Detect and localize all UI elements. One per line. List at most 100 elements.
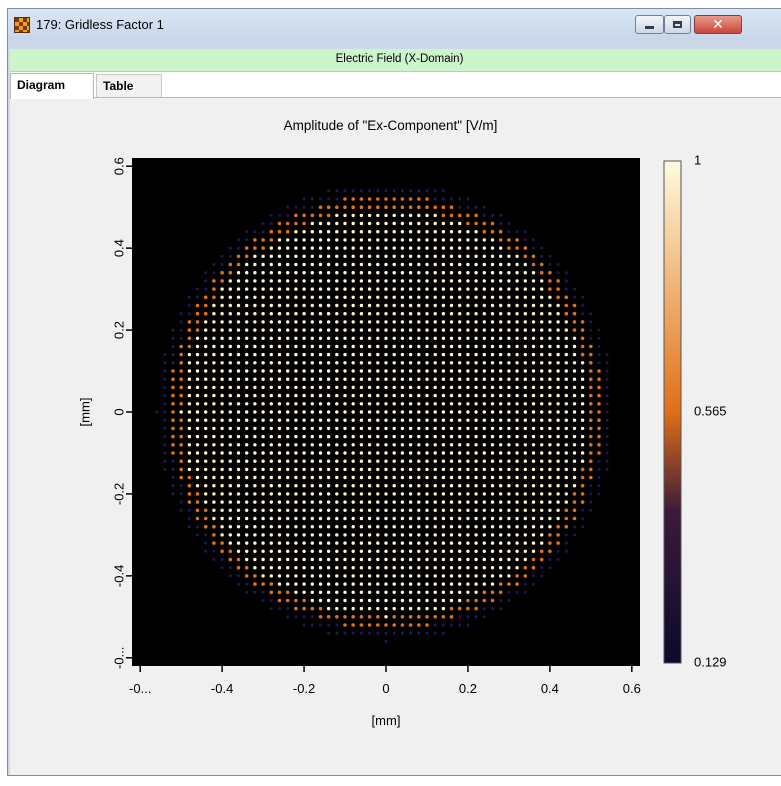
field-point [277, 582, 282, 586]
tab-diagram[interactable]: Diagram [10, 73, 94, 99]
y-axis-label: [mm] [77, 398, 92, 427]
field-point [245, 295, 249, 299]
field-point [294, 369, 298, 373]
field-point [474, 393, 478, 398]
field-point [220, 475, 224, 480]
field-point [556, 336, 560, 340]
field-point [326, 279, 331, 283]
field-point [441, 516, 446, 521]
field-point [433, 320, 437, 324]
field-point [277, 410, 282, 414]
field-point [343, 377, 347, 381]
field-point [466, 254, 470, 258]
field-point [326, 320, 331, 324]
field-point [318, 205, 323, 209]
field-point [523, 565, 528, 570]
field-point [507, 271, 511, 275]
field-point [376, 189, 380, 193]
field-point [343, 312, 347, 316]
field-point [302, 606, 306, 611]
field-point [408, 361, 413, 365]
field-point [245, 410, 249, 414]
field-point [269, 574, 273, 578]
field-point [286, 377, 290, 381]
y-tick-label: -0.2 [111, 483, 126, 505]
field-point [277, 361, 282, 365]
field-point [400, 459, 405, 463]
field-point [466, 541, 470, 545]
field-point [179, 467, 183, 472]
field-point [392, 369, 396, 373]
field-point [441, 443, 446, 447]
field-point [294, 582, 298, 586]
field-point [343, 287, 347, 291]
field-point [228, 369, 232, 373]
field-point [474, 451, 478, 455]
field-point [441, 221, 446, 226]
field-point [277, 484, 282, 488]
field-point [449, 533, 454, 537]
field-point [335, 254, 339, 258]
field-point [425, 574, 429, 578]
field-point [343, 451, 347, 455]
field-point [277, 426, 282, 431]
field-point [482, 615, 486, 619]
field-point [294, 344, 298, 349]
field-point [458, 426, 462, 431]
field-point [253, 303, 257, 308]
field-point [507, 312, 511, 316]
field-point [286, 279, 290, 283]
minimize-button[interactable] [635, 15, 664, 34]
field-point [261, 385, 265, 390]
title-bar[interactable]: 179: Gridless Factor 1 ✕ [8, 9, 781, 40]
field-point [310, 418, 314, 422]
field-point [318, 426, 323, 431]
field-point [482, 328, 486, 332]
field-point [490, 516, 495, 521]
field-point [359, 475, 364, 480]
field-point [441, 451, 446, 455]
field-point [556, 459, 560, 463]
field-point [523, 352, 527, 357]
field-point [302, 434, 306, 439]
field-point [326, 271, 331, 275]
field-point [449, 361, 454, 365]
field-point [359, 328, 364, 332]
field-point [286, 541, 290, 545]
field-point [245, 393, 249, 398]
field-point [384, 344, 388, 349]
field-point [548, 410, 552, 414]
field-point [326, 484, 331, 488]
field-point [458, 508, 462, 512]
field-point [531, 492, 536, 496]
close-button[interactable]: ✕ [694, 15, 742, 34]
field-point [392, 541, 396, 545]
field-point [556, 467, 560, 472]
field-point [367, 418, 372, 422]
field-point [466, 426, 470, 431]
field-point [417, 516, 421, 521]
field-point [384, 639, 388, 643]
field-point [408, 352, 413, 357]
field-point [187, 467, 192, 472]
field-point [433, 205, 438, 209]
field-point [466, 279, 470, 283]
field-point [310, 606, 315, 611]
field-point [433, 279, 437, 283]
field-point [195, 344, 200, 349]
field-point [359, 508, 364, 512]
field-point [498, 229, 503, 234]
field-point [433, 197, 437, 201]
field-point [580, 393, 585, 398]
field-point [319, 623, 322, 627]
field-point [318, 279, 323, 283]
field-point [384, 303, 388, 308]
field-point [564, 418, 568, 422]
field-point [449, 525, 454, 529]
maximize-button[interactable] [664, 15, 691, 34]
field-point [523, 279, 527, 283]
field-point [335, 475, 339, 480]
field-point [212, 426, 216, 431]
tab-table[interactable]: Table [96, 74, 162, 98]
field-point [597, 434, 601, 439]
